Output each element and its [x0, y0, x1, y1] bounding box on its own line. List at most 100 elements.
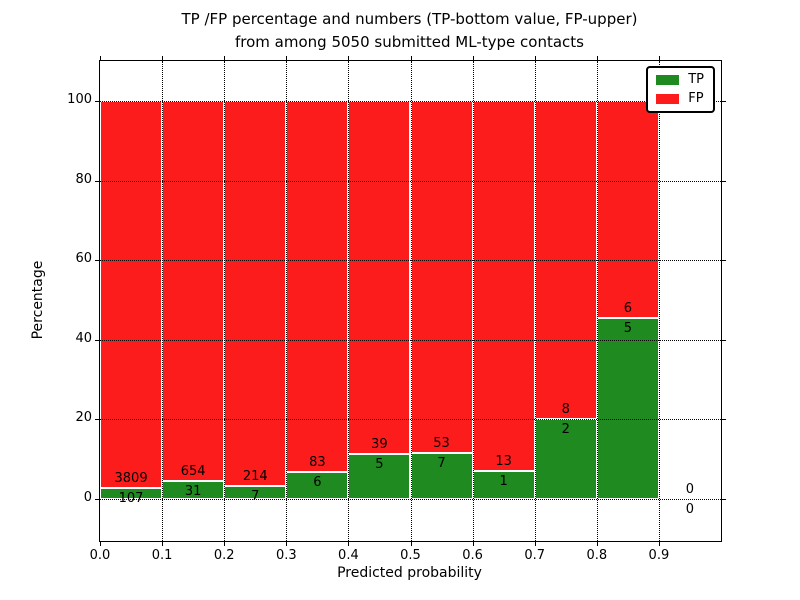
x-tick-mark [162, 541, 164, 546]
legend-label-tp: TP [688, 72, 704, 87]
v-gridline [596, 61, 598, 541]
y-tick-mark [95, 419, 100, 421]
y-tick-mark [95, 180, 100, 182]
v-gridline [286, 61, 288, 541]
fp-swatch-icon [656, 94, 680, 104]
tp-count-label: 1 [499, 473, 508, 489]
x-tick-mark-top [658, 56, 660, 61]
fp-count-label: 8 [561, 402, 570, 418]
fp-bar-segment [596, 101, 659, 319]
x-tick-mark [224, 541, 226, 546]
tp-count-label: 5 [375, 456, 384, 472]
v-gridline [658, 61, 660, 541]
y-tick-label: 60 [75, 251, 92, 267]
legend-item-fp: FP [656, 92, 704, 106]
x-tick-mark-top [286, 56, 288, 61]
legend-item-tp: TP [656, 73, 704, 87]
y-tick-mark-right [721, 419, 726, 421]
tp-count-label: 0 [685, 502, 695, 517]
fp-count-label: 214 [242, 469, 268, 485]
fp-bar-segment [286, 101, 349, 473]
tp-bar-segment [286, 472, 349, 499]
fp-bar-segment [410, 101, 473, 453]
x-tick-mark [348, 541, 350, 546]
x-tick-mark [410, 541, 412, 546]
tp-count-label: 107 [118, 491, 144, 507]
y-axis-label: Percentage [30, 260, 46, 340]
x-tick-label: 0.0 [89, 548, 111, 563]
y-tick-mark-right [721, 499, 726, 500]
x-tick-mark-top [224, 56, 226, 61]
tp-count-label: 6 [313, 475, 322, 491]
fp-count-label: 654 [180, 464, 206, 479]
tp-bar-segment [410, 452, 473, 499]
tp-count-label: 2 [561, 422, 570, 438]
x-tick-mark-top [162, 56, 164, 61]
tp-count-label: 7 [251, 489, 260, 505]
x-tick-label: 0.1 [151, 548, 173, 563]
x-tick-mark [472, 541, 474, 546]
tp-bar-segment [100, 488, 163, 499]
v-gridline [162, 61, 164, 541]
x-tick-label: 0.8 [586, 548, 608, 563]
x-tick-label: 0.6 [462, 548, 483, 563]
x-tick-mark-top [410, 56, 412, 61]
y-tick-label: 80 [75, 171, 92, 187]
x-tick-label: 0.7 [524, 548, 546, 563]
fp-count-label: 39 [371, 436, 388, 452]
tp-bar-segment [348, 453, 411, 499]
fp-count-label: 0 [685, 482, 695, 497]
tp-count-label: 31 [184, 483, 202, 499]
x-tick-mark-top [596, 56, 598, 61]
v-gridline [534, 61, 536, 541]
fp-bar-segment [224, 101, 287, 487]
x-axis-label: Predicted probability [337, 565, 482, 581]
tp-swatch-icon [656, 75, 680, 85]
fp-count-label: 83 [309, 455, 326, 471]
y-tick-label: 40 [75, 330, 92, 346]
fp-bar-segment [472, 101, 535, 471]
v-gridline [472, 61, 474, 541]
plot-area: TP FP 3809 107 654 31 214 7 83 6 39 5 53 7 13 1 8 2 6 5 0 0… [67, 56, 726, 563]
y-tick-label: 20 [75, 410, 92, 426]
x-tick-mark [534, 541, 536, 546]
tp-bar-segment [596, 318, 659, 499]
x-tick-label: 0.4 [338, 548, 359, 563]
v-gridline [224, 61, 226, 541]
legend-label-fp: FP [688, 91, 704, 106]
legend: TP FP [646, 66, 715, 113]
v-gridline [410, 61, 412, 541]
x-tick-mark [596, 541, 598, 546]
fp-bar-segment [100, 101, 163, 489]
y-tick-mark-right [721, 260, 726, 262]
x-tick-label: 0.5 [400, 548, 421, 563]
tp-count-label: 5 [623, 321, 632, 337]
x-tick-mark-top [100, 56, 101, 61]
x-tick-label: 0.3 [275, 548, 297, 563]
y-tick-mark [95, 101, 100, 102]
x-tick-label: 0.2 [213, 548, 235, 563]
x-tick-mark-top [472, 56, 474, 61]
y-tick-mark-right [721, 339, 726, 341]
y-tick-mark [95, 499, 100, 500]
x-tick-mark [100, 541, 101, 546]
x-tick-mark-top [534, 56, 536, 61]
fp-count-label: 53 [433, 435, 450, 451]
fp-count-label: 6 [623, 301, 632, 317]
fp-bar-segment [348, 101, 411, 454]
x-tick-mark [286, 541, 288, 546]
chart-title-line1: TP /FP percentage and numbers (TP-bottom… [181, 10, 638, 28]
chart-title-line2: from among 5050 submitted ML-type contac… [235, 33, 584, 51]
fp-count-label: 13 [495, 453, 512, 469]
y-tick-label: 0 [83, 490, 92, 505]
y-tick-mark [95, 260, 100, 262]
x-tick-label: 0.9 [648, 548, 670, 563]
x-tick-mark-top [348, 56, 350, 61]
fp-bar-segment [162, 101, 225, 481]
fp-count-label: 3809 [114, 471, 148, 487]
v-gridline [348, 61, 350, 541]
y-tick-mark [95, 339, 100, 341]
tp-count-label: 7 [437, 455, 446, 471]
y-tick-mark-right [721, 101, 726, 102]
